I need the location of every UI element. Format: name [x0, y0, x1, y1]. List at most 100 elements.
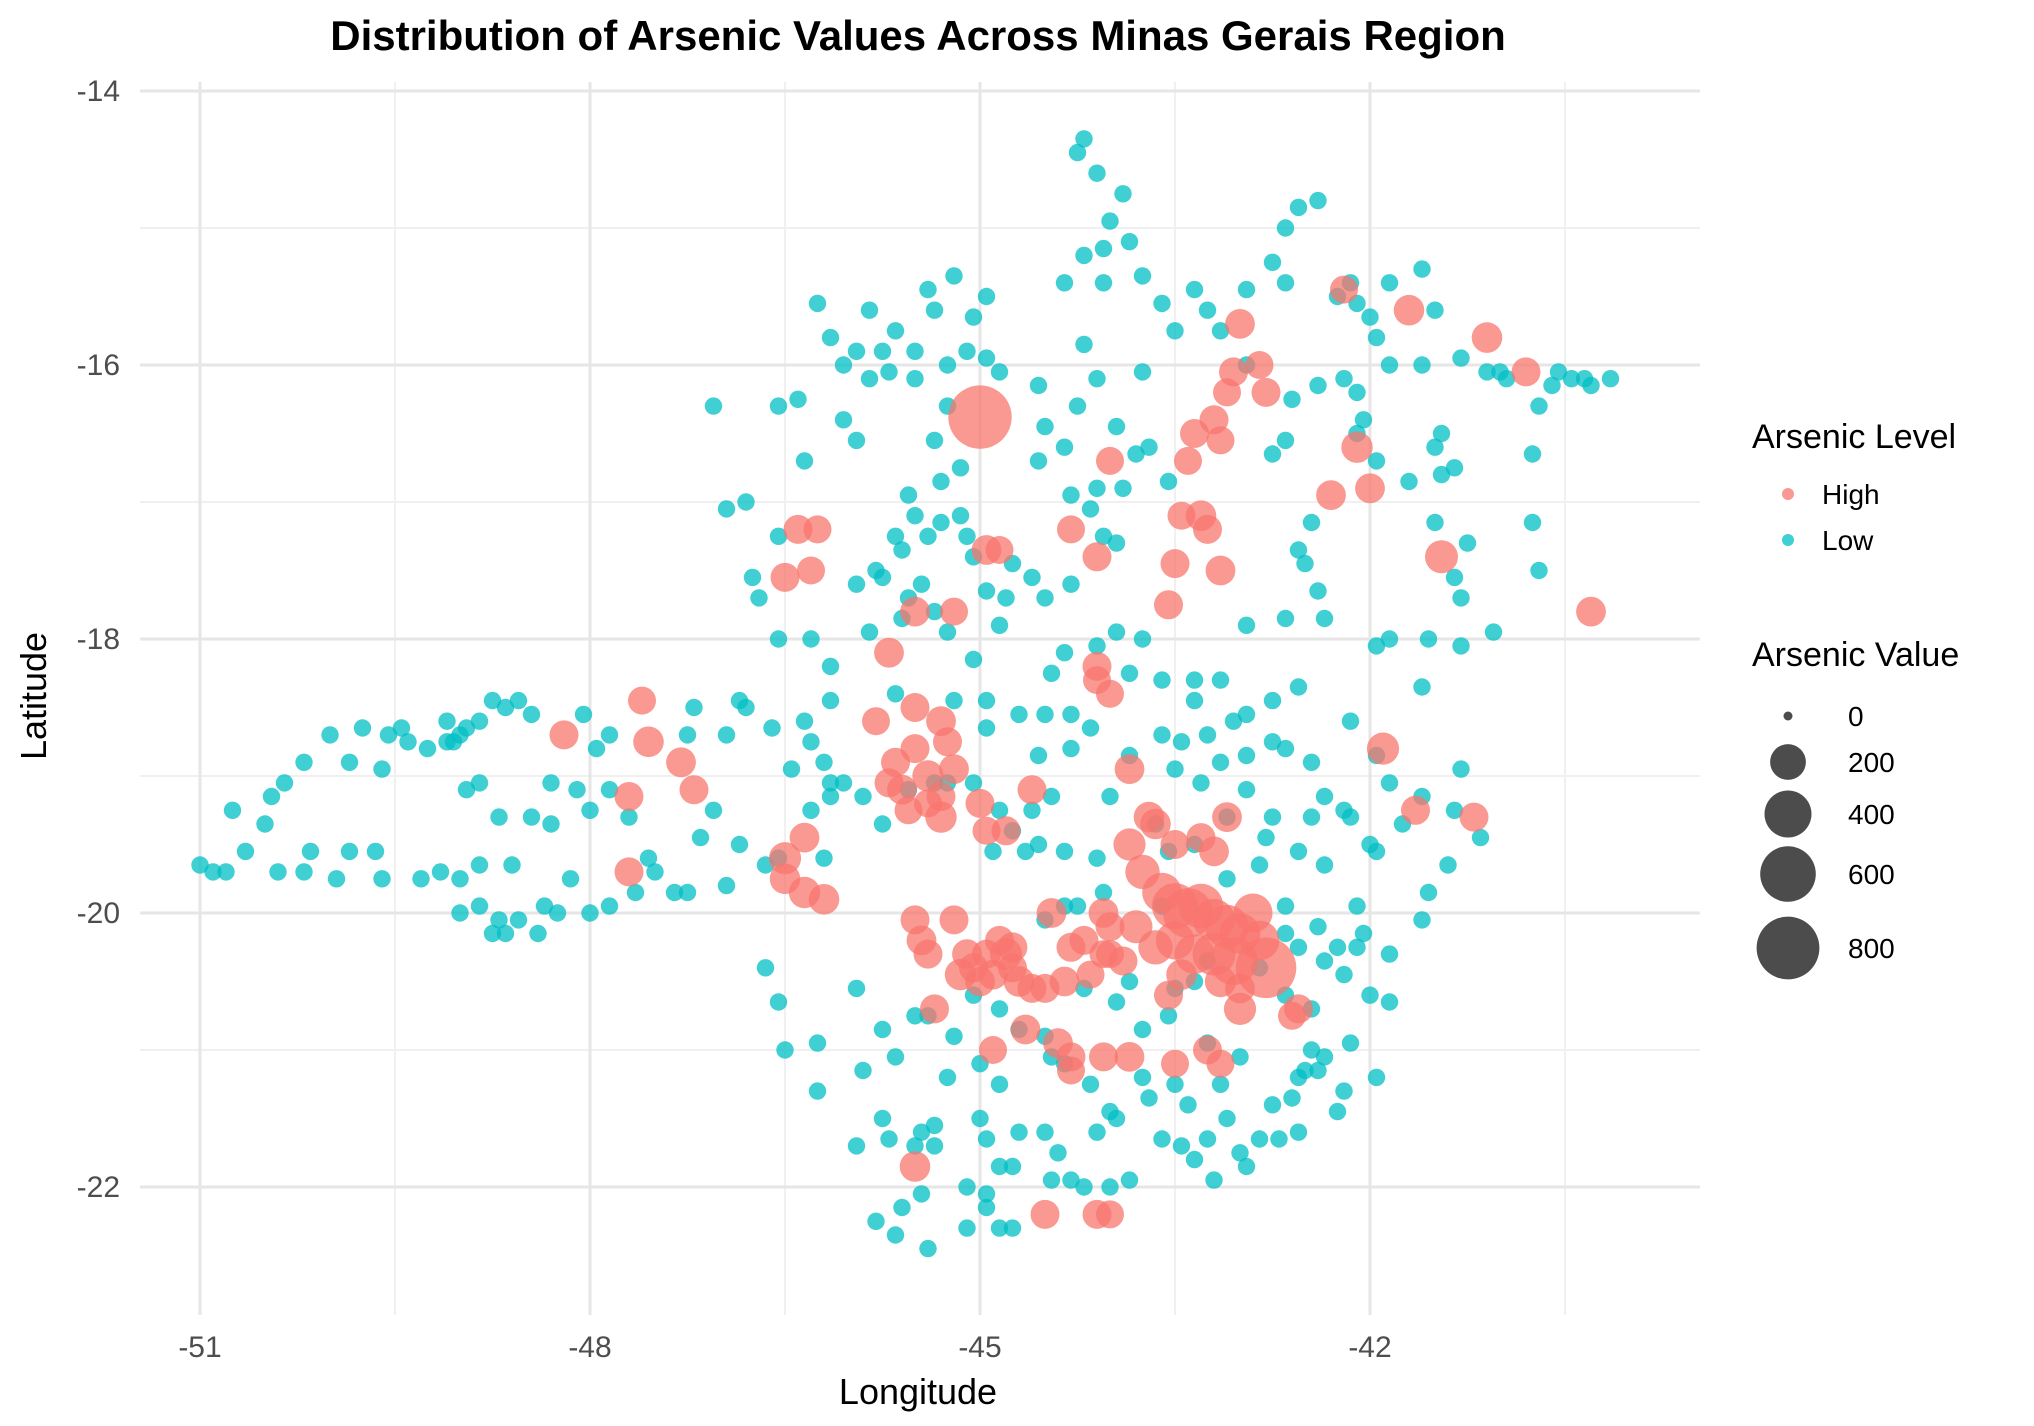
point-low	[1335, 965, 1353, 984]
point-low	[990, 801, 1009, 819]
point-high	[959, 953, 988, 983]
point-low	[373, 760, 391, 778]
point-low	[990, 616, 1009, 634]
point-high	[614, 782, 644, 811]
point-low	[938, 1068, 957, 1087]
point-high	[1017, 775, 1047, 805]
point-low	[1263, 733, 1282, 751]
point-low	[522, 808, 541, 826]
point-low	[1029, 452, 1048, 470]
point-low	[1075, 1178, 1093, 1196]
y-tick-label: -20	[77, 897, 120, 930]
point-low	[262, 787, 281, 806]
point-high	[1393, 294, 1425, 326]
point-low	[873, 815, 892, 833]
point-high	[1160, 830, 1190, 859]
point-low	[301, 842, 320, 861]
point-low	[1484, 623, 1503, 641]
point-low	[1237, 1157, 1256, 1176]
point-low	[925, 1137, 944, 1155]
point-low	[236, 842, 255, 861]
point-low	[704, 801, 723, 819]
point-low	[847, 575, 866, 593]
point-low	[1367, 1068, 1386, 1087]
size-legend-label: 400	[1848, 799, 1895, 830]
point-low	[275, 774, 294, 792]
point-high	[874, 637, 904, 668]
point-high	[1576, 596, 1606, 627]
point-low	[1101, 787, 1119, 806]
point-low	[1445, 801, 1464, 819]
point-low	[1309, 582, 1327, 600]
point-low	[340, 842, 359, 861]
point-low	[802, 733, 820, 751]
point-low	[860, 301, 879, 319]
point-high	[1213, 378, 1241, 407]
point-low	[1088, 637, 1106, 655]
point-low	[815, 753, 833, 771]
point-low	[1094, 274, 1113, 292]
point-low	[1276, 274, 1295, 292]
point-low	[483, 691, 502, 710]
point-low	[1016, 842, 1035, 861]
point-high	[1233, 893, 1273, 933]
size-legend-label: 800	[1848, 933, 1895, 964]
point-low	[1042, 664, 1061, 682]
point-low	[1452, 637, 1470, 655]
point-low	[912, 1185, 931, 1203]
point-low	[496, 698, 515, 717]
point-low	[256, 815, 274, 833]
point-low	[1361, 986, 1379, 1004]
color-legend-key-low	[1782, 534, 1794, 546]
point-low	[1185, 280, 1204, 299]
point-low	[1452, 589, 1470, 607]
point-low	[321, 726, 339, 744]
point-low	[438, 712, 456, 730]
point-low	[1133, 363, 1152, 381]
point-high	[1459, 802, 1489, 832]
point-low	[1562, 370, 1581, 388]
point-low	[444, 733, 463, 751]
point-low	[1153, 294, 1171, 313]
point-high	[913, 939, 943, 969]
point-low	[769, 993, 788, 1011]
point-low	[1276, 431, 1295, 450]
point-high	[1330, 275, 1358, 304]
point-high	[803, 515, 832, 544]
point-low	[620, 808, 638, 826]
point-low	[1107, 1109, 1126, 1128]
point-low	[269, 863, 287, 881]
point-low	[1426, 301, 1444, 319]
point-high	[1089, 1042, 1118, 1072]
point-low	[470, 856, 489, 874]
point-low	[1309, 376, 1327, 395]
point-low	[1419, 630, 1438, 648]
point-high	[1114, 1042, 1145, 1072]
point-low	[1237, 781, 1256, 799]
point-low	[451, 870, 469, 888]
point-high	[948, 385, 1012, 449]
point-low	[769, 397, 788, 415]
point-low	[1328, 1102, 1347, 1121]
point-low	[1380, 356, 1399, 374]
point-low	[912, 1123, 931, 1141]
point-low	[717, 876, 736, 895]
point-low	[1445, 568, 1464, 587]
point-low	[886, 322, 905, 340]
point-low	[1120, 1171, 1139, 1189]
x-axis-ticks: -51 -48 -45 -42	[178, 1331, 1391, 1364]
point-low	[834, 411, 853, 429]
point-low	[1062, 739, 1080, 758]
point-low	[1088, 849, 1106, 867]
size-legend: Arsenic Value 0 200 400 600 800	[1752, 636, 1959, 980]
point-low	[1036, 1123, 1054, 1141]
point-low	[1211, 1075, 1230, 1094]
point-low	[821, 774, 840, 792]
point-low	[1341, 808, 1360, 826]
point-low	[1055, 274, 1074, 292]
point-low	[1523, 445, 1542, 463]
x-axis-title: Longitude	[839, 1371, 997, 1412]
point-low	[1289, 1123, 1308, 1141]
point-high	[1401, 795, 1430, 825]
